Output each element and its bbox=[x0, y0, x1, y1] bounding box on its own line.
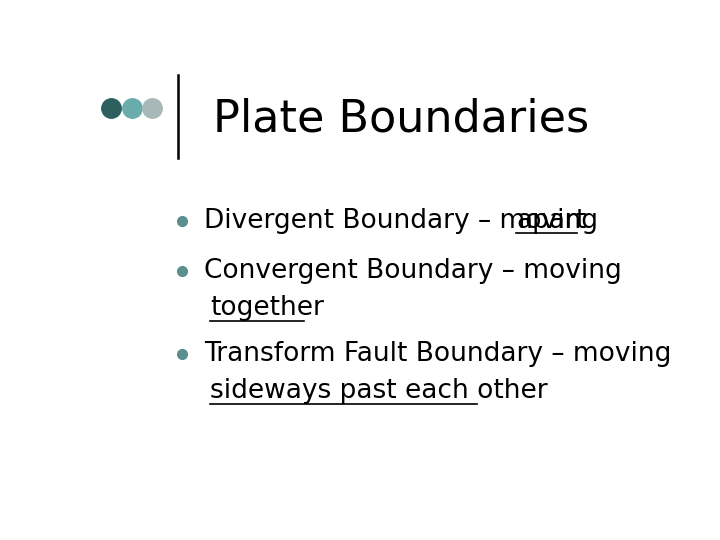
Text: Plate Boundaries: Plate Boundaries bbox=[213, 97, 589, 140]
Text: apart: apart bbox=[516, 208, 587, 234]
Text: sideways past each other: sideways past each other bbox=[210, 378, 548, 404]
Text: Divergent Boundary – moving: Divergent Boundary – moving bbox=[204, 208, 607, 234]
Text: Transform Fault Boundary – moving: Transform Fault Boundary – moving bbox=[204, 341, 672, 367]
Text: Convergent Boundary – moving: Convergent Boundary – moving bbox=[204, 258, 622, 284]
Text: together: together bbox=[210, 295, 324, 321]
